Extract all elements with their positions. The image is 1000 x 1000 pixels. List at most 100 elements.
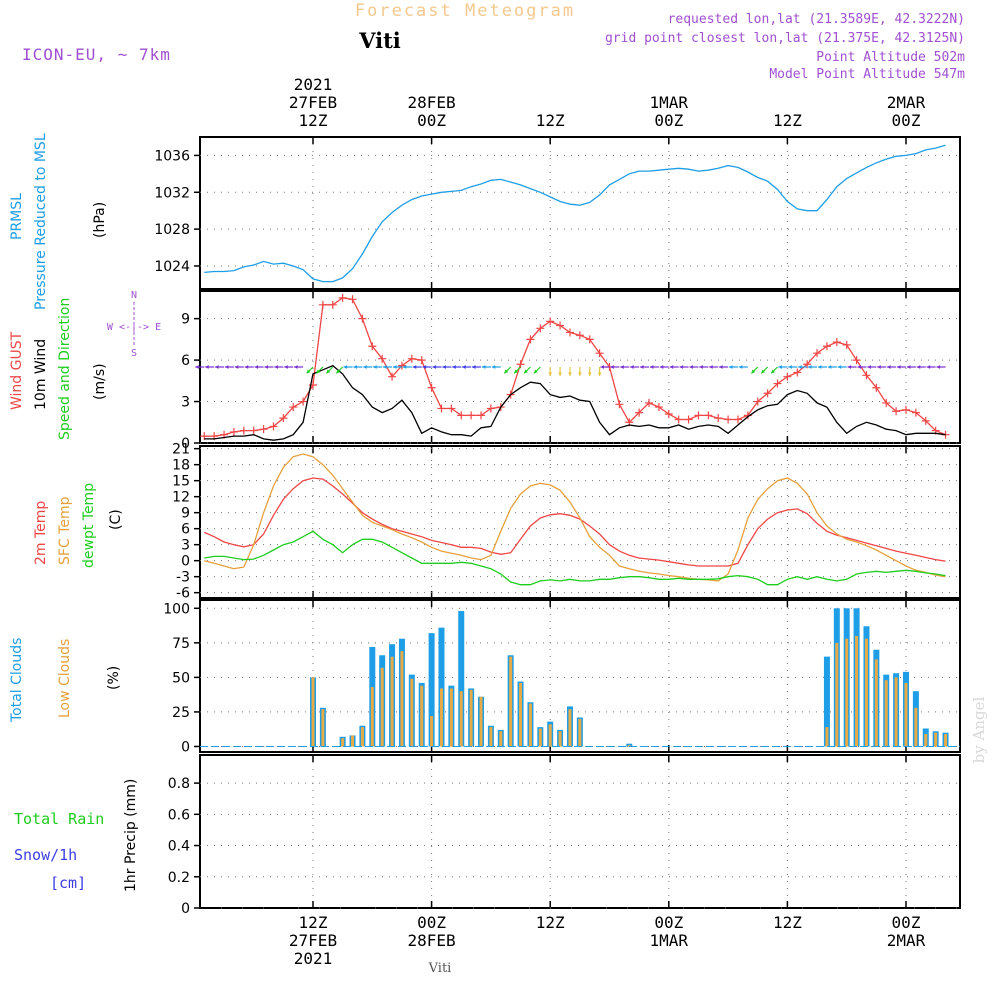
wind-arrow-head	[294, 365, 298, 369]
wind-arrow-head	[778, 365, 782, 369]
wind-arrow-head	[472, 365, 476, 369]
wind-arrow-head	[837, 365, 842, 369]
wind-arrow-head	[887, 365, 891, 369]
clouds-bar	[864, 638, 868, 747]
wind-arrow-head	[857, 365, 861, 369]
gust-marker	[447, 404, 456, 413]
clouds-bar	[438, 627, 445, 747]
precip-ytick-label: 0.6	[168, 807, 190, 823]
wind-arrow-head	[442, 365, 446, 369]
wind-arrow-head	[402, 365, 407, 369]
wind-arrow-head	[462, 365, 466, 369]
gust-marker	[546, 317, 555, 326]
gust-marker	[368, 342, 377, 351]
wind-arrow-head	[738, 365, 743, 369]
gust-marker	[259, 425, 268, 434]
wind-arrow-head	[936, 365, 941, 369]
label-hpa: (hPa)	[92, 202, 108, 238]
gust-marker	[397, 361, 406, 370]
wind-arrow-head	[808, 365, 812, 369]
gust-marker	[279, 414, 288, 423]
bottom-time-label: 12Z	[536, 913, 565, 932]
point-altitude: Point Altitude 502m	[816, 50, 965, 65]
clouds-ytick-label: 100	[163, 601, 190, 617]
clouds-bar	[538, 728, 542, 747]
gust-marker	[526, 335, 535, 344]
wind-arrow-head	[412, 365, 417, 369]
wind-ytick-label: 6	[181, 353, 190, 369]
clouds-bar	[459, 691, 463, 747]
top-time-label: 28FEB	[408, 93, 456, 112]
clouds-bar	[499, 731, 503, 747]
wind-arrow-head	[215, 365, 219, 369]
gust-marker	[486, 404, 495, 413]
wind-arrow-head	[383, 365, 387, 369]
gust-marker	[733, 415, 742, 424]
clouds-bar	[904, 682, 908, 747]
clouds-bar	[627, 745, 631, 747]
bottom-time-label: 00Z	[417, 913, 446, 932]
bottom-time-label: 12Z	[773, 913, 802, 932]
gust-marker	[338, 293, 347, 302]
clouds-bar	[884, 680, 888, 747]
gust-marker	[813, 349, 822, 358]
gust-marker	[872, 383, 881, 392]
top-time-label: 00Z	[654, 111, 683, 130]
temperature-series-line	[204, 477, 946, 567]
clouds-bar	[528, 703, 532, 747]
wind-arrow-head	[284, 365, 288, 369]
wind-arrow-head	[587, 372, 592, 376]
temperature-ytick-label: 0	[181, 554, 190, 570]
clouds-bar	[479, 696, 483, 747]
temperature-panel-frame	[199, 445, 961, 599]
wind-arrow-head	[548, 372, 553, 376]
gust-marker	[457, 411, 466, 420]
pressure-ytick-label: 1028	[154, 222, 190, 238]
label-sfc-temp: SFC Temp	[57, 496, 73, 565]
wind-arrow-head	[533, 369, 538, 374]
gust-marker	[911, 408, 920, 417]
clouds-bar	[390, 656, 394, 747]
clouds-panel-frame	[199, 599, 961, 753]
wind-arrow-head	[906, 365, 911, 369]
label-celsius: (C)	[108, 509, 124, 530]
top-time-label: 00Z	[892, 111, 921, 130]
top-time-label: 12Z	[536, 111, 565, 130]
wind-arrow-head	[630, 365, 634, 369]
wind-arrow-head	[897, 365, 901, 369]
clouds-bar	[855, 635, 859, 747]
credit-watermark: by Angel	[970, 696, 988, 763]
gust-marker	[902, 405, 910, 414]
bottom-time-label: 28FEB	[408, 931, 456, 950]
gust-marker	[852, 356, 861, 365]
clouds-bar	[439, 688, 443, 747]
wind-arrow-head	[649, 365, 654, 369]
wind-arrow-head	[640, 365, 644, 369]
wind-arrow-head	[524, 369, 528, 374]
clouds-bar	[370, 687, 374, 747]
precip-panel-frame	[199, 754, 961, 909]
wind-arrow-head	[669, 365, 674, 369]
model-altitude: Model Point Altitude 547m	[769, 67, 965, 82]
gust-marker	[437, 404, 446, 413]
wind-arrow-head	[610, 365, 614, 369]
clouds-bar	[934, 732, 938, 747]
wind-arrow-head	[699, 365, 703, 369]
gust-marker	[921, 416, 930, 425]
wind-ytick-label: 9	[181, 312, 190, 328]
clouds-bar	[845, 638, 849, 747]
gust-marker	[595, 349, 604, 358]
top-time-label: 1MAR	[650, 93, 689, 112]
temperature-ytick-label: -3	[176, 570, 190, 586]
clouds-bar	[825, 727, 829, 747]
gust-marker	[803, 360, 812, 369]
gust-marker	[654, 403, 663, 412]
gust-marker	[822, 342, 831, 351]
clouds-bar	[360, 727, 364, 747]
wind-arrow-head	[728, 365, 733, 369]
gust-marker	[299, 397, 308, 406]
wind-arrow-head	[224, 365, 229, 369]
gust-marker	[704, 411, 713, 420]
label-snow-unit: [cm]	[50, 874, 86, 892]
